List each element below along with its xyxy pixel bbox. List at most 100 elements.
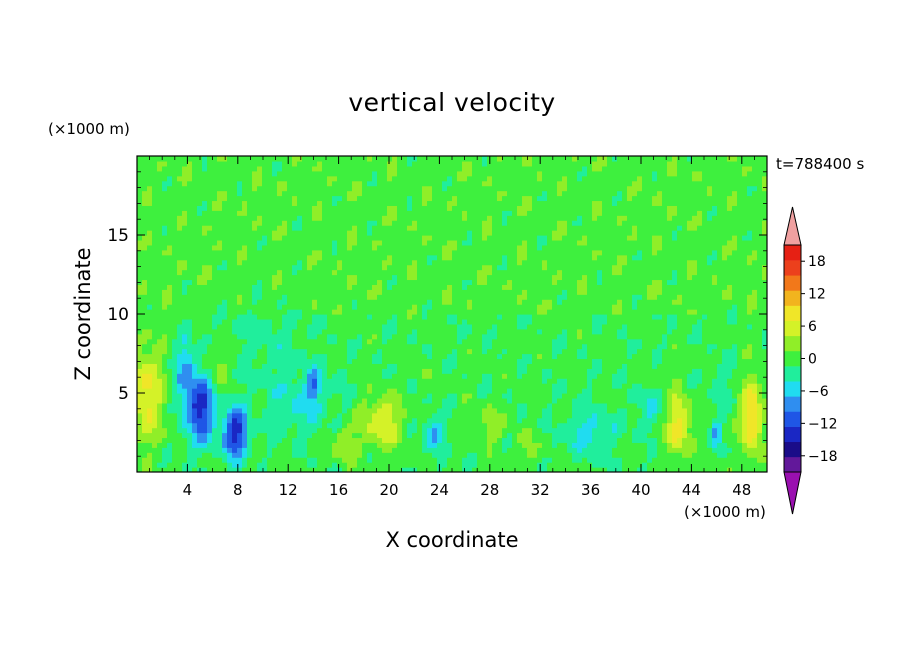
heatmap-cell [447, 284, 453, 290]
heatmap-cell [172, 249, 178, 256]
heatmap-cell [357, 259, 363, 266]
heatmap-cell [352, 393, 358, 399]
heatmap-cell [462, 452, 468, 458]
heatmap-cell [437, 289, 443, 295]
heatmap-cell [327, 373, 333, 379]
heatmap-cell [277, 165, 283, 172]
heatmap-cell [362, 323, 368, 330]
heatmap-cell [402, 437, 408, 443]
heatmap-cell [247, 378, 253, 384]
heatmap-cell [282, 343, 288, 350]
heatmap-cell [477, 175, 483, 182]
heatmap-cell [302, 244, 308, 251]
heatmap-cell [302, 373, 308, 379]
heatmap-cell [372, 348, 378, 355]
heatmap-cell [437, 437, 443, 443]
heatmap-cell [452, 225, 458, 231]
heatmap-cell [417, 299, 423, 305]
heatmap-cell [192, 165, 198, 172]
heatmap-cell [292, 467, 298, 472]
heatmap-cell [217, 195, 223, 202]
heatmap-cell [297, 299, 303, 305]
heatmap-cell [412, 205, 418, 211]
heatmap-cell [447, 338, 453, 345]
heatmap-cell [502, 343, 508, 350]
heatmap-cell [157, 373, 163, 379]
heatmap-cell [337, 427, 343, 434]
heatmap-cell [512, 368, 518, 374]
heatmap-cell [147, 363, 153, 369]
heatmap-cell [272, 393, 278, 399]
heatmap-cell [412, 284, 418, 290]
heatmap-cell [457, 244, 463, 251]
heatmap-cell [267, 353, 273, 360]
heatmap-cell [417, 210, 423, 216]
heatmap-cell [352, 318, 358, 325]
heatmap-cell [187, 412, 193, 419]
heatmap-cell [482, 432, 488, 439]
heatmap-cell [202, 156, 208, 162]
heatmap-cell [462, 432, 468, 439]
heatmap-cell [387, 378, 393, 384]
heatmap-cell [512, 437, 518, 443]
heatmap-cell [392, 388, 398, 394]
heatmap-cell [267, 457, 273, 463]
heatmap-cell [457, 437, 463, 443]
heatmap-cell [277, 397, 283, 404]
heatmap-cell [492, 378, 498, 384]
heatmap-cell [442, 412, 448, 419]
heatmap-cell [472, 269, 478, 276]
heatmap-cell [497, 378, 503, 384]
heatmap-cell [492, 363, 498, 369]
heatmap-cell [267, 333, 273, 340]
heatmap-cell [162, 239, 168, 246]
heatmap-cell [417, 249, 423, 256]
heatmap-cell [327, 397, 333, 404]
heatmap-cell [487, 373, 493, 379]
heatmap-cell [247, 328, 253, 335]
heatmap-cell [152, 402, 158, 409]
heatmap-cell [167, 383, 173, 389]
heatmap-cell [347, 160, 353, 167]
heatmap-cell [432, 235, 438, 241]
heatmap-cell [322, 348, 328, 355]
heatmap-cell [137, 432, 143, 439]
heatmap-cell [277, 333, 283, 340]
heatmap-cell [427, 230, 433, 236]
heatmap-cell [322, 289, 328, 295]
heatmap-cell [407, 397, 413, 404]
heatmap-cell [302, 343, 308, 350]
heatmap-cell [372, 452, 378, 458]
heatmap-cell [277, 294, 283, 300]
heatmap-cell [292, 269, 298, 276]
heatmap-cell [417, 185, 423, 192]
heatmap-cell [367, 220, 373, 226]
heatmap-cell [412, 447, 418, 453]
heatmap-cell [357, 397, 363, 404]
heatmap-cell [257, 358, 263, 364]
heatmap-cell [407, 442, 413, 448]
heatmap-cell [157, 422, 163, 429]
heatmap-cell [222, 422, 228, 429]
heatmap-cell [447, 220, 453, 226]
heatmap-cell [267, 368, 273, 374]
heatmap-cell [152, 412, 158, 419]
heatmap-cell [147, 249, 153, 256]
heatmap-cell [237, 279, 243, 285]
heatmap-cell [327, 437, 333, 443]
heatmap-cell [427, 190, 433, 197]
heatmap-cell [457, 348, 463, 355]
heatmap-cell [167, 368, 173, 374]
heatmap-cell [502, 160, 508, 167]
heatmap-cell [177, 294, 183, 300]
heatmap-cell [252, 244, 258, 251]
heatmap-cell [202, 215, 208, 221]
heatmap-cell [472, 289, 478, 295]
heatmap-cell [252, 393, 258, 399]
heatmap-cell [232, 442, 238, 448]
heatmap-cell [362, 412, 368, 419]
heatmap-cell [317, 160, 323, 167]
heatmap-cell [422, 264, 428, 271]
heatmap-cell [162, 289, 168, 295]
heatmap-cell [462, 264, 468, 271]
